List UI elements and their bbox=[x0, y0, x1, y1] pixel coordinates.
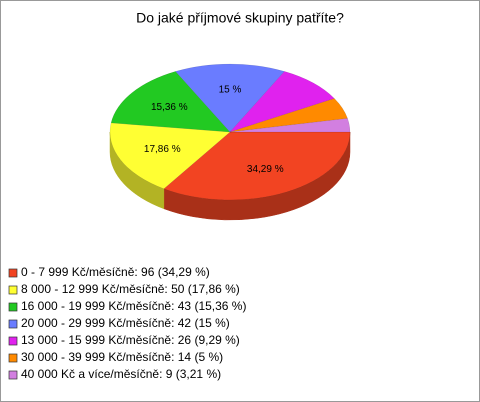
legend-swatch bbox=[8, 268, 18, 278]
chart-title: Do jaké příjmové skupiny patříte? bbox=[136, 10, 344, 26]
slice-label: 17,86 % bbox=[144, 144, 181, 155]
slice-label: 34,29 % bbox=[247, 164, 284, 175]
legend-swatch bbox=[8, 302, 18, 312]
slice bbox=[229, 98, 348, 133]
legend-label: 20 000 - 29 999 Kč/měsíčně: 42 (15 %) bbox=[21, 316, 230, 330]
legend-label: 30 000 - 39 999 Kč/měsíčně: 14 (5 %) bbox=[21, 350, 223, 364]
slice bbox=[229, 71, 335, 133]
legend-swatch bbox=[8, 319, 18, 329]
legend-label: 0 - 7 999 Kč/měsíčně: 96 (34,29 %) bbox=[21, 265, 210, 279]
slice bbox=[229, 118, 351, 133]
legend-swatch bbox=[8, 353, 18, 363]
slice bbox=[109, 122, 231, 190]
legend-label: 16 000 - 19 999 Kč/měsíčně: 43 (15,36 %) bbox=[21, 299, 246, 313]
slice-label: 15,36 % bbox=[151, 102, 188, 113]
legend-label: 8 000 - 12 999 Kč/měsíčně: 50 (17,86 %) bbox=[21, 282, 240, 296]
slice bbox=[110, 71, 231, 133]
legend-label: 13 000 - 15 999 Kč/měsíčně: 26 (9,29 %) bbox=[21, 333, 240, 347]
slice-label: 15 % bbox=[219, 84, 242, 95]
legend-swatch bbox=[8, 336, 18, 346]
legend-label: 40 000 Kč a více/měsíčně: 9 (3,21 %) bbox=[21, 367, 221, 381]
slice bbox=[163, 131, 351, 201]
legend-swatch bbox=[8, 370, 18, 380]
slice bbox=[175, 63, 285, 133]
legend-swatch bbox=[8, 285, 18, 295]
